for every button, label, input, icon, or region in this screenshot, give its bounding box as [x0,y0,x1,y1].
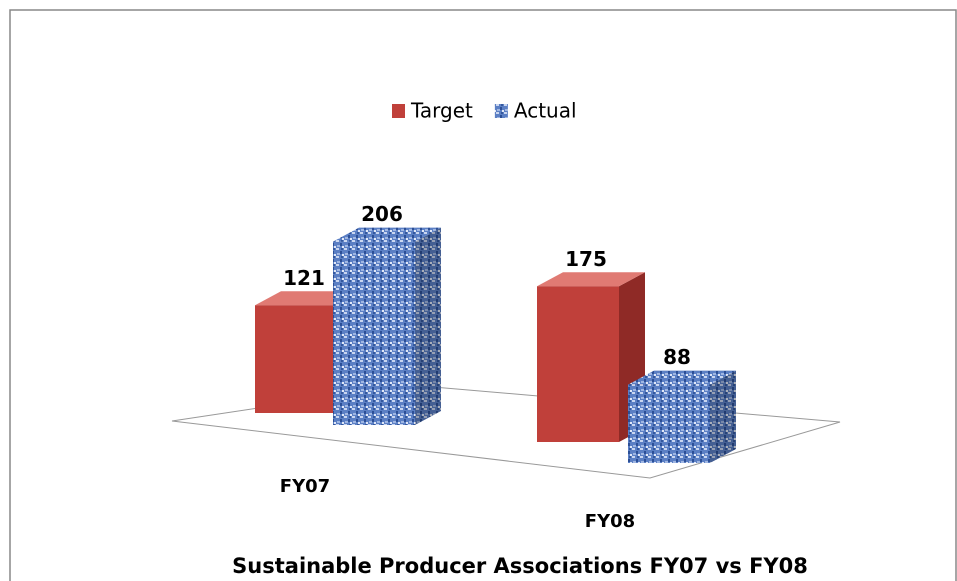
value-label: 88 [663,345,691,369]
bar-top [333,227,441,242]
chart-title: Sustainable Producer Associations FY07 v… [232,554,808,578]
bar-front [628,384,710,463]
legend-label: Target [410,99,473,123]
legend-swatch [494,104,508,118]
x-tick-label: FY07 [280,476,330,497]
bar-side [710,370,736,463]
bar-top [537,272,645,287]
value-label: 175 [565,247,607,271]
bar-top [628,370,736,385]
chart-frame [9,9,957,581]
bar-side [415,227,441,425]
legend-label: Actual [514,99,577,123]
bar-front [333,241,415,425]
bar [333,227,441,425]
legend-swatch [392,104,405,118]
value-label: 121 [283,266,325,290]
bar [537,272,645,442]
bar [628,370,736,463]
bar-front [537,286,619,442]
x-tick-label: FY08 [585,511,635,532]
bar-front [255,305,337,413]
value-label: 206 [361,202,403,226]
